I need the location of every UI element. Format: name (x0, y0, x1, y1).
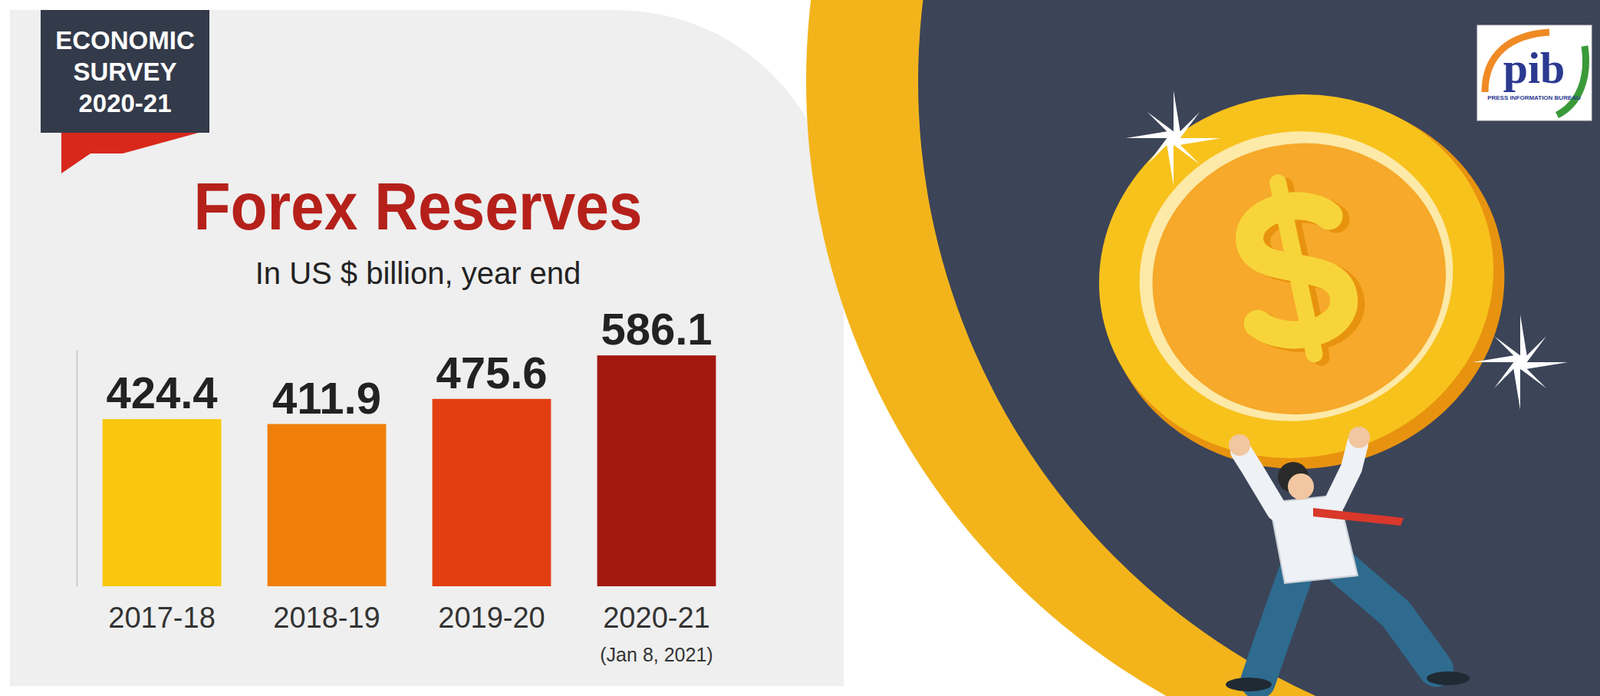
man (1225, 426, 1470, 692)
shoe (1426, 671, 1470, 685)
logo: pibPRESS INFORMATION BUREAU (1477, 25, 1592, 121)
x-tick-label: 2017-18 (108, 601, 215, 634)
badge-ribbon (61, 130, 208, 174)
sparkle (1125, 90, 1222, 186)
logo-box (1477, 25, 1592, 121)
x-tick-label: 2019-20 (437, 601, 545, 634)
head (1287, 473, 1314, 500)
arm (1334, 443, 1358, 503)
annotation: (Jan 8, 2021) (599, 643, 713, 666)
badge-text: SURVEY (72, 57, 177, 86)
hand (1348, 426, 1370, 448)
bars (102, 355, 717, 587)
badge-text: 2020-21 (78, 88, 172, 118)
leg (1342, 567, 1436, 669)
tie (1313, 507, 1404, 526)
bar (432, 398, 552, 587)
data-label: 586.1 (600, 303, 712, 354)
chart-canvas: pibPRESS INFORMATION BUREAU ECONOMICSURVE… (0, 0, 1600, 696)
bar (267, 424, 387, 587)
data-label: 475.6 (435, 347, 547, 398)
coin-rim (1112, 102, 1480, 450)
hand (1228, 434, 1251, 456)
data-label: 424.4 (105, 367, 218, 418)
x-tick-label: 2020-21 (602, 601, 710, 634)
badge-box (40, 9, 210, 133)
x-tick-label: 2018-19 (273, 601, 380, 634)
panel-background (9, 9, 844, 686)
x-tick: 2018-19 (273, 586, 380, 634)
sparkle (1472, 314, 1568, 410)
subtitle: In US $ billion, year end (255, 256, 582, 290)
coin-face (1065, 58, 1528, 495)
leg (1257, 571, 1297, 682)
data-labels: 424.4 411.9 475.6 586.1 (105, 303, 712, 422)
x-tick: 2017-18 (108, 586, 215, 634)
x-tick: 2020-21 (602, 586, 710, 634)
badge-text: ECONOMIC (55, 26, 195, 55)
bar (597, 355, 717, 587)
dark-disc (918, 0, 1600, 696)
data-label: 411.9 (272, 372, 382, 423)
title: Forex Reserves (194, 167, 643, 244)
logo-text: pib (1503, 42, 1566, 93)
shoe (1225, 677, 1272, 692)
y-axis (76, 350, 78, 587)
y-axis-line (76, 350, 79, 587)
arm (1241, 451, 1278, 511)
chart-root: pibPRESS INFORMATION BUREAU ECONOMICSURVE… (0, 0, 1600, 696)
logo-caption: PRESS INFORMATION BUREAU (1487, 94, 1581, 102)
x-axis: 2017-18 2018-19 2019-20 2020-21 (108, 586, 710, 634)
coin-inner (1126, 115, 1472, 442)
dollar-bar (1277, 182, 1314, 354)
coin (1065, 55, 1540, 507)
bar (102, 418, 222, 587)
background (0, 0, 1600, 696)
x-tick: 2019-20 (437, 586, 545, 634)
